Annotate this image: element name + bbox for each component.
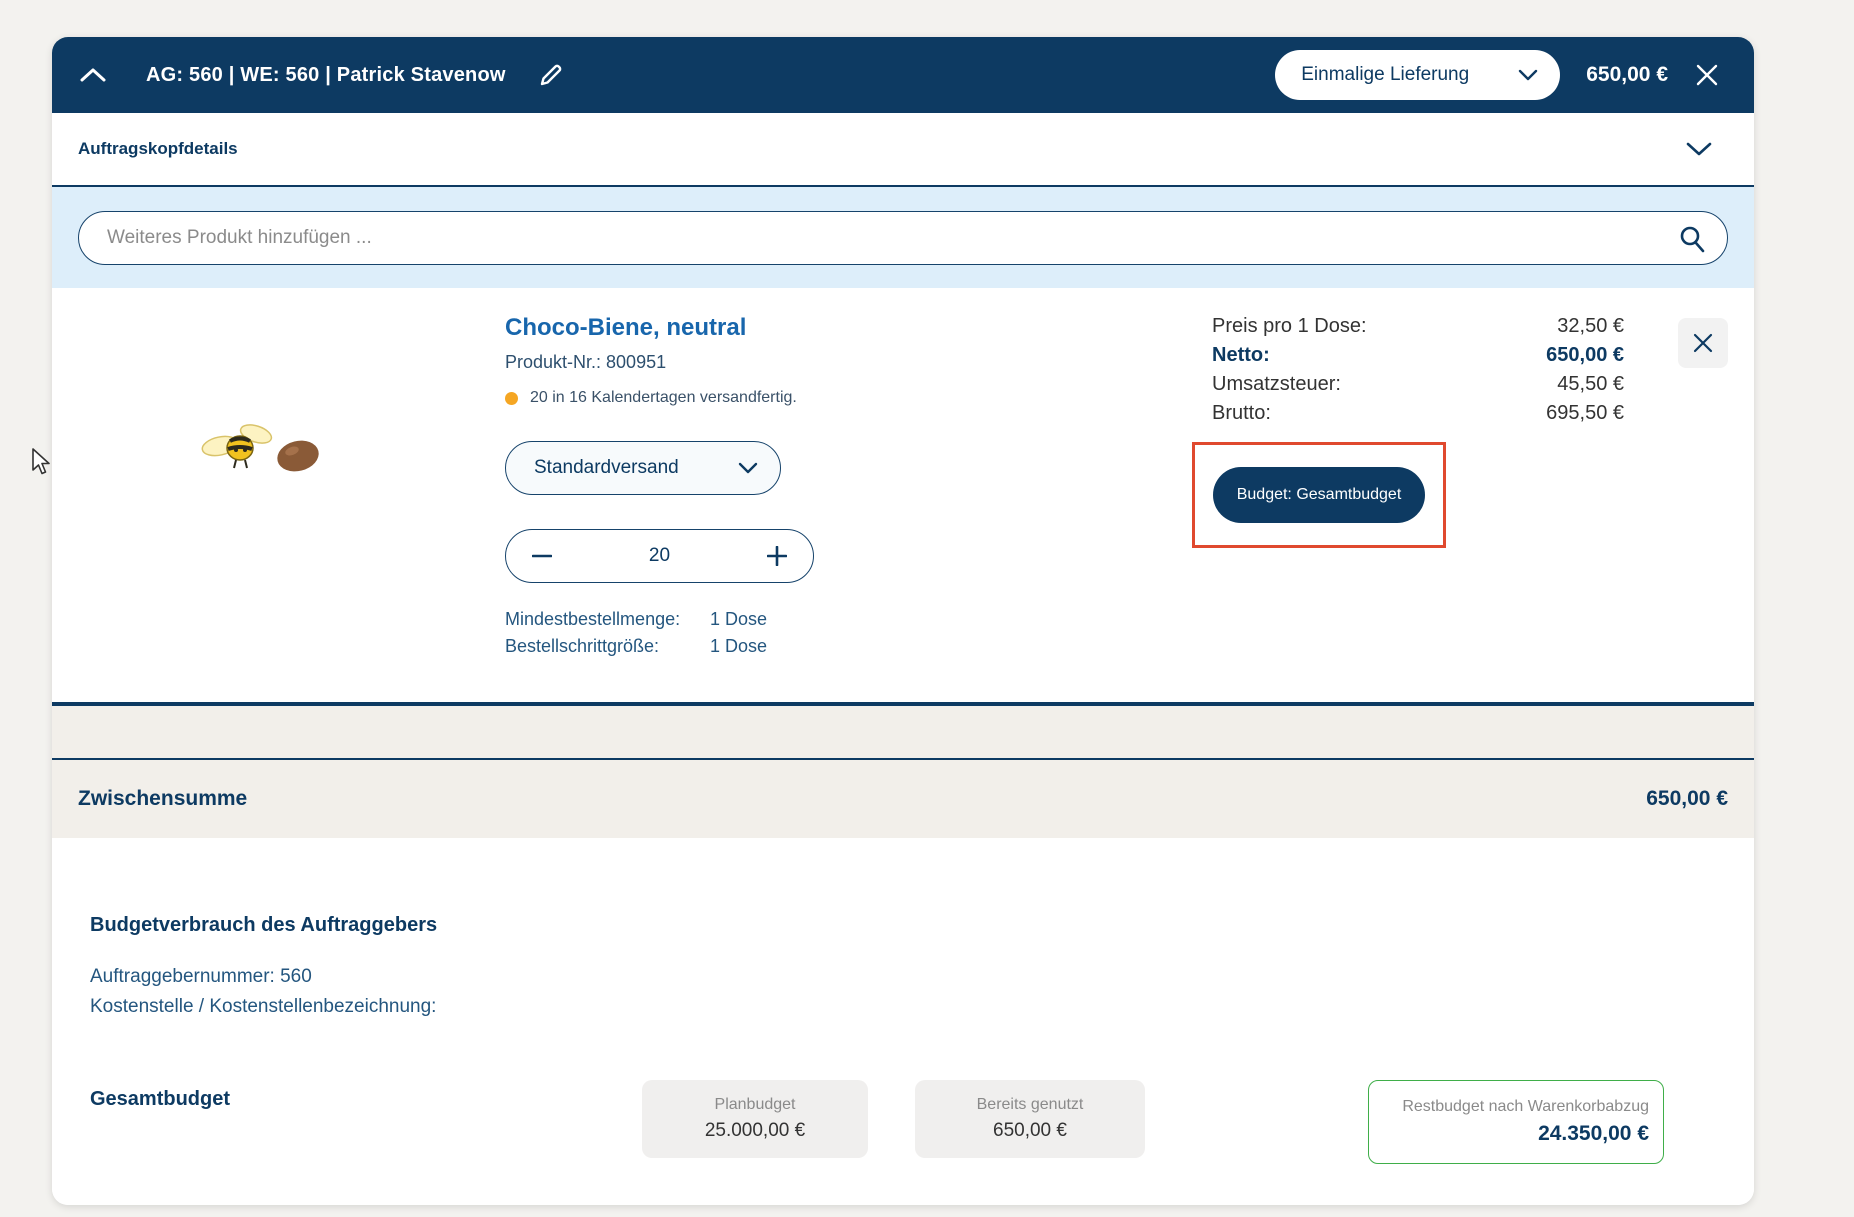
budget-consumption-section: Budgetverbrauch des Auftraggebers Auftra…: [52, 838, 1754, 1205]
chevron-down-icon: [1518, 69, 1538, 81]
subtotal-row: Zwischensumme 650,00 €: [52, 760, 1754, 838]
budget-group-title: Gesamtbudget: [90, 1088, 231, 1110]
price-row-unit: Preis pro 1 Dose: 32,50 €: [1212, 312, 1624, 341]
cart-header: AG: 560 | WE: 560 | Patrick Stavenow Ein…: [52, 37, 1754, 113]
product-name-link[interactable]: Choco-Biene, neutral: [505, 314, 747, 341]
quantity-value[interactable]: 20: [648, 545, 671, 566]
remaining-budget-value: 24.350,00 €: [1538, 1122, 1649, 1145]
price-net-value: 650,00 €: [1546, 344, 1624, 366]
divider-thin: [52, 758, 1754, 760]
plan-budget-label: Planbudget: [714, 1096, 796, 1113]
cart-item-row: Choco-Biene, neutral Produkt-Nr.: 800951…: [52, 288, 1754, 702]
delivery-type-select[interactable]: Einmalige Lieferung: [1275, 50, 1561, 100]
search-pill: [78, 210, 1728, 265]
plan-budget-box: Planbudget 25.000,00 €: [642, 1080, 868, 1158]
price-net-label: Netto:: [1212, 344, 1270, 366]
expand-details-chevron-icon[interactable]: [1684, 134, 1714, 164]
close-icon: [1692, 332, 1714, 354]
cart-owner-title: AG: 560 | WE: 560 | Patrick Stavenow: [146, 63, 506, 86]
cart-panel: AG: 560 | WE: 560 | Patrick Stavenow Ein…: [52, 37, 1754, 1205]
add-product-search-input[interactable]: [79, 211, 1727, 264]
subtotal-label: Zwischensumme: [78, 787, 248, 810]
availability-text: 20 in 16 Kalendertagen versandfertig.: [530, 389, 797, 406]
price-row-net: Netto: 650,00 €: [1212, 341, 1624, 370]
decrease-quantity-icon[interactable]: [526, 540, 558, 572]
price-row-gross: Brutto: 695,50 €: [1212, 399, 1624, 428]
availability-status-icon: [505, 391, 518, 405]
product-image-choco-bee: [198, 412, 328, 482]
shipping-method-select[interactable]: Standardversand: [505, 441, 781, 495]
quantity-stepper: 20: [505, 529, 814, 583]
order-head-details-row[interactable]: Auftragskopfdetails: [52, 113, 1754, 187]
edit-icon[interactable]: [536, 60, 566, 90]
delivery-type-value: Einmalige Lieferung: [1301, 64, 1470, 85]
subtotal-spacer: [52, 706, 1754, 758]
availability-row: 20 in 16 Kalendertagen versandfertig.: [505, 389, 814, 407]
used-budget-value: 650,00 €: [993, 1120, 1067, 1141]
order-head-details-label: Auftragskopfdetails: [78, 139, 238, 158]
min-order-label: Mindestbestellmenge:: [505, 609, 681, 629]
add-product-strip: [52, 187, 1754, 288]
step-size-label: Bestellschrittgröße:: [505, 636, 660, 656]
used-budget-box: Bereits genutzt 650,00 €: [915, 1080, 1145, 1158]
divider-thick: [52, 702, 1754, 706]
product-info-column: Choco-Biene, neutral Produkt-Nr.: 800951…: [505, 314, 814, 657]
mouse-cursor-icon: [30, 448, 54, 476]
product-number: Produkt-Nr.: 800951: [505, 352, 667, 372]
price-block: Preis pro 1 Dose: 32,50 € Netto: 650,00 …: [1212, 312, 1624, 428]
collapse-cart-icon[interactable]: [78, 60, 108, 90]
budget-highlight-annotation: Budget: Gesamtbudget: [1192, 442, 1446, 548]
chevron-down-icon: [738, 462, 758, 474]
step-size-row: Bestellschrittgröße: 1 Dose: [505, 636, 814, 657]
subtotal-value: 650,00 €: [1646, 787, 1728, 810]
price-gross-value: 695,50 €: [1546, 402, 1624, 424]
plan-budget-value: 25.000,00 €: [704, 1120, 806, 1141]
search-icon[interactable]: [1677, 224, 1707, 254]
price-gross-label: Brutto:: [1212, 402, 1271, 424]
step-size-value: 1 Dose: [710, 636, 768, 656]
price-unit-label: Preis pro 1 Dose:: [1212, 315, 1367, 337]
cart-total: 650,00 €: [1586, 63, 1668, 86]
remaining-budget-box: Restbudget nach Warenkorbabzug 24.350,00…: [1368, 1080, 1664, 1164]
price-unit-value: 32,50 €: [1557, 315, 1624, 337]
close-cart-icon[interactable]: [1690, 58, 1724, 92]
shipping-method-value: Standardversand: [534, 457, 679, 478]
remaining-budget-label: Restbudget nach Warenkorbabzug: [1402, 1098, 1649, 1115]
order-constraints: Mindestbestellmenge: 1 Dose Bestellschri…: [505, 609, 814, 657]
used-budget-label: Bereits genutzt: [976, 1096, 1084, 1113]
min-order-row: Mindestbestellmenge: 1 Dose: [505, 609, 814, 630]
remove-item-button[interactable]: [1678, 318, 1728, 368]
price-vat-value: 45,50 €: [1557, 373, 1624, 395]
price-vat-label: Umsatzsteuer:: [1212, 373, 1341, 395]
budget-section-title: Budgetverbrauch des Auftraggebers: [90, 914, 438, 936]
client-number-line: Auftraggebernummer: 560: [90, 966, 312, 987]
cost-center-line: Kostenstelle / Kostenstellenbezeichnung:: [90, 996, 437, 1017]
min-order-value: 1 Dose: [710, 609, 768, 629]
increase-quantity-icon[interactable]: [761, 540, 793, 572]
budget-tag-button[interactable]: Budget: Gesamtbudget: [1212, 467, 1426, 523]
price-row-vat: Umsatzsteuer: 45,50 €: [1212, 370, 1624, 399]
